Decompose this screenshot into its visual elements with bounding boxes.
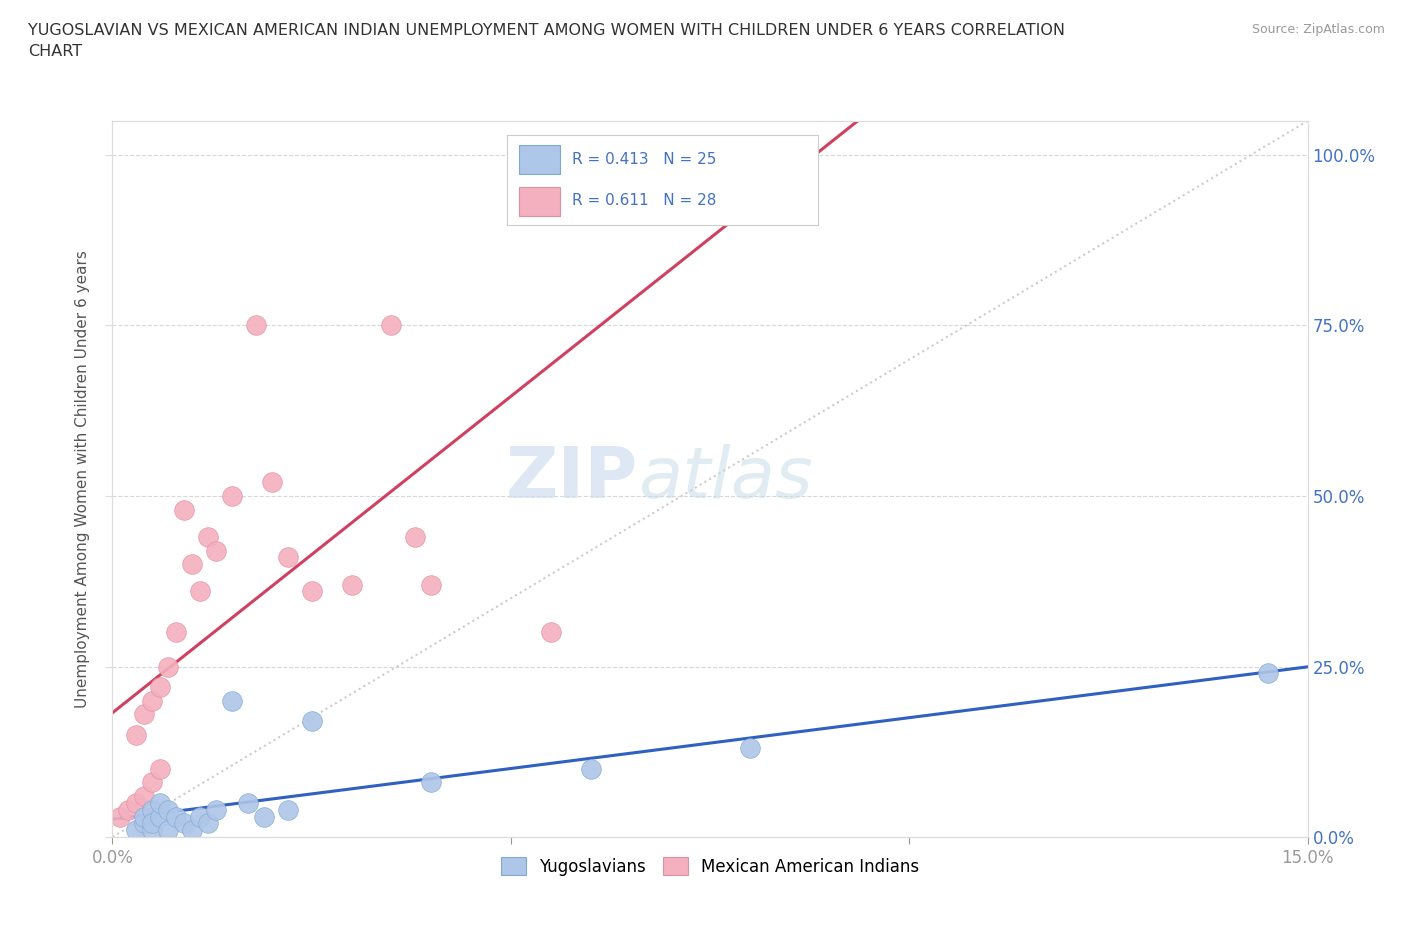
Point (245, 318, 267, 333)
Point (141, 693, 163, 708)
Point (157, 803, 180, 817)
Point (134, 809, 156, 824)
Point (236, 795, 259, 810)
Point (110, 809, 132, 824)
Point (181, 823, 204, 838)
Point (141, 803, 163, 817)
Point (579, 762, 602, 777)
Point (165, 809, 187, 824)
Point (149, 762, 172, 777)
Point (1257, 666, 1279, 681)
Point (221, 693, 243, 708)
Point (420, 775, 443, 790)
Point (205, 543, 228, 558)
Point (277, 803, 299, 817)
Point (141, 816, 163, 830)
Point (380, 318, 402, 333)
Point (125, 727, 148, 742)
Point (738, 741, 761, 756)
Point (149, 680, 172, 695)
Point (619, 181, 641, 196)
Point (188, 809, 211, 824)
Text: ZIP: ZIP (506, 445, 638, 513)
Point (134, 816, 156, 830)
Point (165, 625, 187, 640)
Point (301, 584, 323, 599)
Point (277, 550, 299, 565)
Text: YUGOSLAVIAN VS MEXICAN AMERICAN INDIAN UNEMPLOYMENT AMONG WOMEN WITH CHILDREN UN: YUGOSLAVIAN VS MEXICAN AMERICAN INDIAN U… (28, 23, 1066, 60)
Point (125, 795, 148, 810)
Y-axis label: Unemployment Among Women with Children Under 6 years: Unemployment Among Women with Children U… (75, 250, 90, 708)
Point (157, 659, 180, 674)
Text: atlas: atlas (638, 445, 813, 513)
Point (420, 578, 443, 592)
Point (125, 823, 148, 838)
Point (404, 529, 426, 544)
Point (134, 789, 156, 804)
Point (197, 529, 219, 544)
Point (141, 823, 163, 838)
Point (221, 488, 243, 503)
Text: Source: ZipAtlas.com: Source: ZipAtlas.com (1251, 23, 1385, 36)
Point (173, 816, 195, 830)
Point (141, 775, 163, 790)
Point (134, 707, 156, 722)
Point (540, 625, 562, 640)
Point (149, 795, 172, 810)
Point (205, 803, 228, 817)
Point (301, 713, 323, 728)
Point (253, 809, 276, 824)
Point (188, 584, 211, 599)
Point (181, 557, 204, 572)
Legend: Yugoslavians, Mexican American Indians: Yugoslavians, Mexican American Indians (495, 850, 925, 883)
Point (340, 578, 363, 592)
Point (117, 803, 139, 817)
Point (157, 823, 180, 838)
Point (260, 475, 283, 490)
Point (197, 816, 219, 830)
Point (173, 502, 195, 517)
Point (149, 809, 172, 824)
